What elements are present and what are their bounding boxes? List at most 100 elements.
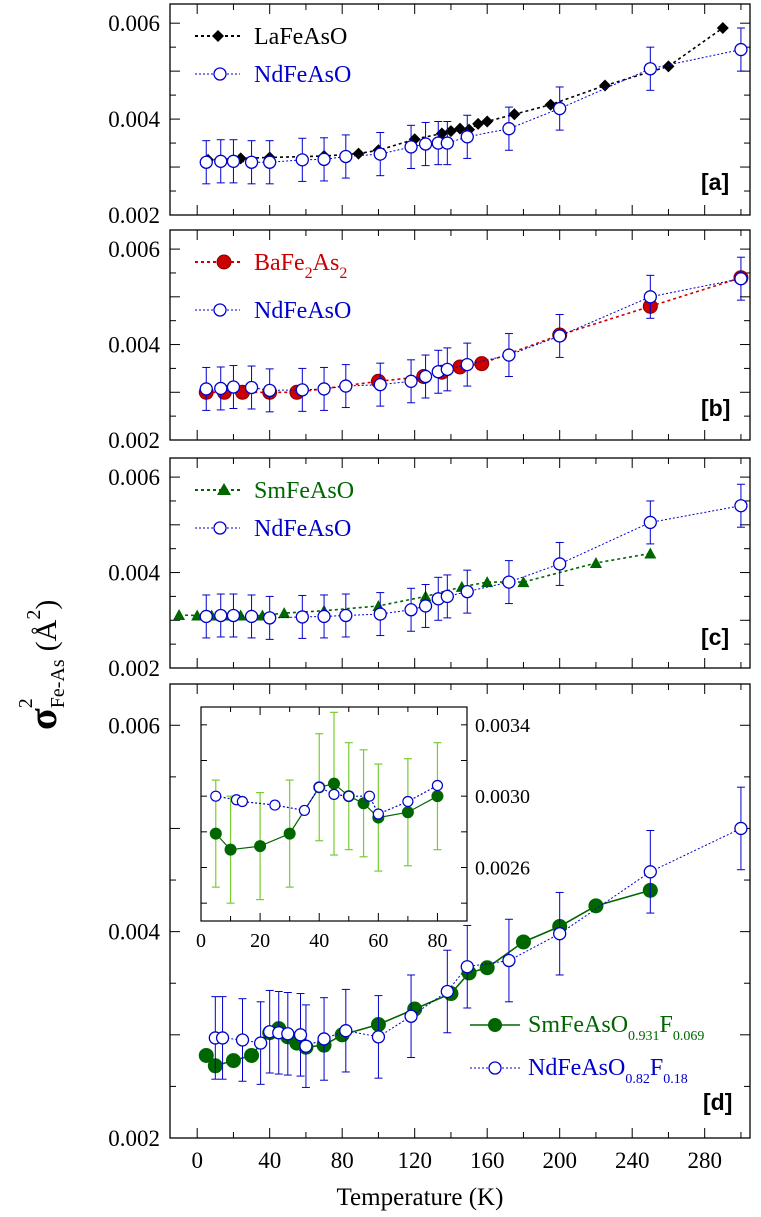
data-point [460,960,474,974]
x-axis-title: Temperature (K) [337,1184,504,1211]
data-point [643,515,657,530]
inset-data-point [210,790,222,802]
data-point [553,557,567,571]
data-point [460,584,474,599]
inset-x-tick-label: 20 [250,930,270,952]
panel-3: 0.002 0.004 0.006 0 40 80 120 160 200 240 280 0 20 40… [108,683,751,1173]
data-point [440,136,454,150]
y-tick-label: 0.006 [108,713,160,738]
series-3-1 [208,786,748,1088]
inset-chart: 0 20 40 60 80 0.0026 0.0030 0.0034 [196,706,530,952]
panel-2: 0.002 0.004 0.006 [108,457,751,681]
data-point [460,130,474,144]
legend-marker-filled-circle [216,254,232,270]
x-tick-label: 40 [258,1148,281,1173]
data-point [734,499,748,513]
data-point [235,1033,250,1047]
panel-tag-c: [c] [701,624,729,650]
inset-y-tick-label: 0.0026 [475,858,530,880]
data-point [644,547,657,559]
inset-data-point [254,840,267,853]
y-tick-label: 0.004 [108,561,160,586]
panel-frame [169,457,751,669]
data-point [226,154,241,168]
inset-data-point [328,777,340,790]
inset-data-point [401,806,414,819]
data-point [173,609,186,621]
y-tick-label: 0.006 [108,237,160,262]
data-point [643,290,657,304]
x-tick-label: 80 [331,1148,354,1173]
series-1-0 [198,270,749,400]
data-point [317,152,331,167]
x-tick-label: 280 [687,1148,722,1173]
inset-x-tick-label: 40 [309,930,329,952]
data-point [373,607,387,621]
inset-series-line [215,784,438,815]
panel-tag-d: [d] [703,1089,732,1115]
series-line [206,276,742,394]
data-point [589,557,602,568]
data-point [418,369,433,384]
data-point [225,1053,241,1069]
y-tick-label: 0.006 [108,465,160,490]
y-tick-label: 0.002 [108,203,160,228]
data-point [293,1028,308,1042]
data-point [352,147,365,160]
data-point [214,381,228,396]
data-point [199,382,213,396]
data-point [214,154,228,168]
data-point [404,374,418,388]
data-point [214,608,228,623]
inset-data-point [372,808,384,820]
data-point [517,576,530,588]
data-point [472,117,485,130]
data-point [299,1039,313,1053]
data-point [481,115,494,128]
data-point [404,1009,418,1023]
data-point [371,1030,386,1044]
data-point [444,125,457,138]
series-0-1 [199,27,748,185]
x-tick-label: 240 [615,1148,650,1173]
data-point [734,272,748,286]
legend-marker-circle [213,67,227,81]
legend-label-bafe2as2: BaFe2As2 [254,250,347,282]
data-point [440,362,454,377]
y-tick-label: 0.006 [108,11,160,36]
data-point [502,122,516,136]
panel-0: 0.002 0.004 0.006 [108,3,751,228]
data-point [295,383,309,397]
data-point [295,610,309,624]
data-point [253,1036,268,1050]
data-point [418,599,433,613]
data-point [263,155,277,169]
panel-tag-b: [b] [701,395,730,421]
data-point [244,609,259,624]
data-point [479,960,495,976]
series-2-1 [199,483,748,640]
inset-data-point [224,843,237,856]
inset-x-tick-label: 0 [196,930,206,952]
data-point [643,62,657,76]
data-point [515,934,531,950]
inset-y-tick-label: 0.0034 [475,715,530,737]
data-point [440,984,454,999]
data-point [226,608,241,623]
inset-x-tick-label: 60 [368,930,388,952]
data-point [662,60,675,73]
data-point [588,898,604,914]
data-point [199,609,213,624]
data-point [460,357,474,372]
data-point [474,356,490,372]
y-tick-label: 0.002 [108,428,160,453]
inset-data-point [313,781,325,793]
data-point [317,1032,331,1046]
data-point [502,575,516,589]
data-point [226,380,241,394]
data-point [215,1031,230,1045]
inset-x-tick-label: 80 [427,930,447,952]
data-point [404,140,418,154]
